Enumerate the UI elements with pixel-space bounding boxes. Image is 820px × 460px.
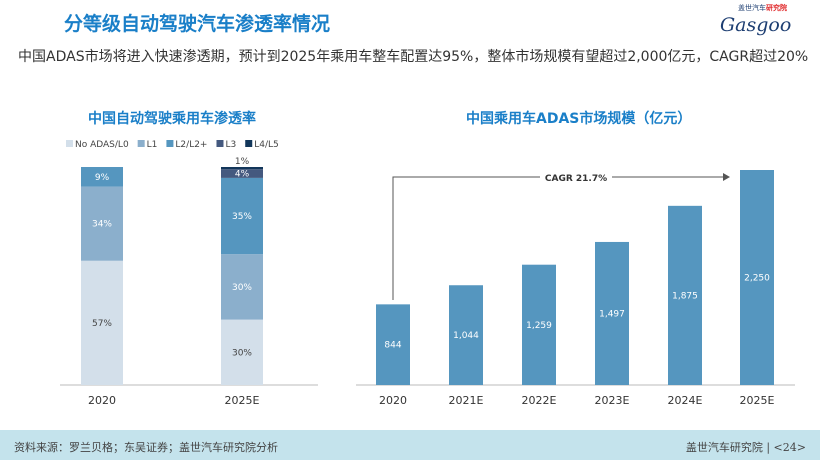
data-label: 1% [235, 157, 250, 167]
logo-small-text: 盖世汽车研究院 [738, 4, 787, 12]
bar [449, 285, 483, 385]
bar-segment [81, 167, 123, 187]
data-label: 57% [92, 319, 112, 329]
bar-segment [221, 169, 263, 178]
data-label: 1,044 [453, 331, 479, 341]
data-label: 1,875 [672, 291, 698, 301]
x-tick-label: 2020 [88, 394, 116, 407]
legend-label: L4/L5 [254, 140, 279, 150]
data-label: 2,250 [744, 274, 770, 284]
logo-brand-text: Gasgoo [720, 14, 792, 36]
right-chart-title: 中国乘用车ADAS市场规模（亿元） [466, 111, 692, 127]
legend-label: L1 [147, 140, 158, 150]
legend-swatch [66, 140, 73, 147]
bar-segment [81, 186, 123, 261]
x-tick-label: 2025E [225, 394, 260, 407]
bar-segment [81, 260, 123, 385]
data-label: 1,259 [526, 321, 552, 331]
legend-swatch [216, 140, 224, 147]
bar-segment [221, 254, 263, 320]
bar [522, 264, 556, 385]
x-tick-label: 2021E [449, 394, 484, 407]
bar-segment [221, 167, 263, 170]
cagr-label: CAGR 21.7% [545, 174, 607, 184]
source-note: 资料来源：罗兰贝格；东吴证券；盖世汽车研究院分析 [14, 441, 278, 454]
data-label: 34% [92, 220, 112, 230]
data-label: 9% [95, 173, 110, 183]
cagr-arrow-line [392, 176, 724, 300]
cagr-arrowhead [723, 173, 730, 181]
bar [595, 241, 629, 385]
legend-swatch [166, 140, 174, 147]
data-label: 1,497 [599, 309, 625, 319]
data-label: 30% [232, 348, 252, 358]
bar-segment [221, 319, 263, 385]
left-chart-title: 中国自动驾驶乘用车渗透率 [88, 111, 256, 127]
x-tick-label: 2024E [668, 394, 703, 407]
x-tick-label: 2023E [595, 394, 630, 407]
legend-label: L3 [225, 140, 236, 150]
charts-svg: No ADAS/L0 L1 L2/L2+ L3 L4/L5 57% 34% 9% 2020 30%… [60, 140, 795, 407]
data-label: 4% [235, 170, 250, 180]
page-number: 盖世汽车研究院 | <24> [685, 441, 806, 454]
x-tick-label: 2025E [740, 394, 775, 407]
bar [668, 205, 702, 385]
bar-segment [221, 177, 263, 255]
x-tick-label: 2020 [379, 394, 407, 407]
legend-swatch [245, 140, 253, 147]
footer: 资料来源：罗兰贝格；东吴证券；盖世汽车研究院分析 盖世汽车研究院 | <24> [0, 430, 820, 460]
legend-swatch [137, 140, 145, 147]
data-label: 844 [384, 341, 401, 351]
data-label: 35% [232, 212, 252, 222]
page-title: 分等级自动驾驶汽车渗透率情况 [64, 13, 331, 35]
bar [740, 170, 774, 385]
x-tick-label: 2022E [522, 394, 557, 407]
gasgoo-logo: 盖世汽车研究院 Gasgoo [716, 4, 816, 40]
lead-text: 中国ADAS市场将进入快速渗透期，预计到2025年乘用车整车配置达95%，整体市… [18, 49, 809, 65]
data-label: 30% [232, 283, 252, 293]
cagr-label-bg [540, 170, 612, 184]
legend-label: No ADAS/L0 [75, 140, 129, 150]
legend-label: L2/L2+ [175, 140, 207, 150]
bar [376, 304, 410, 385]
